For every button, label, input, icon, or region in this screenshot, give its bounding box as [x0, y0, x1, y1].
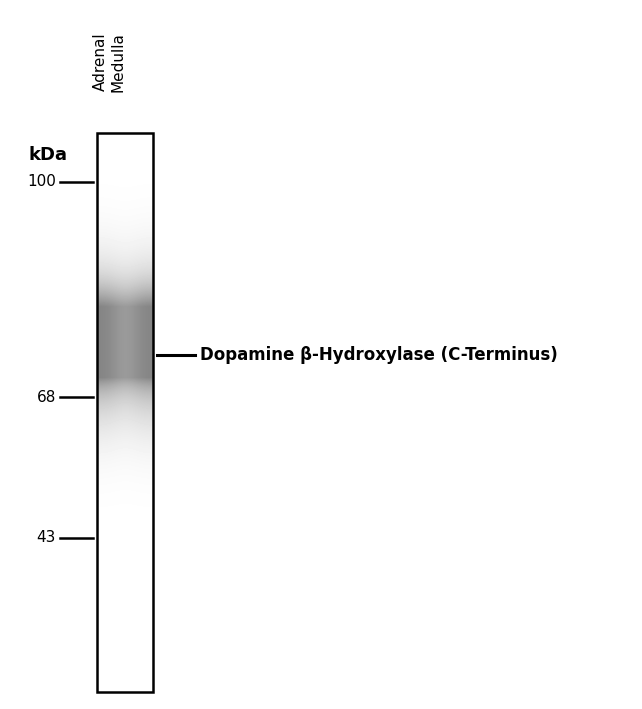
Text: 100: 100 — [27, 174, 56, 189]
Bar — [97, 133, 153, 692]
Text: Adrenal
Medulla: Adrenal Medulla — [92, 32, 125, 92]
Bar — [97, 133, 153, 692]
Text: 43: 43 — [37, 530, 56, 545]
Text: Dopamine β-Hydroxylase (C-Terminus): Dopamine β-Hydroxylase (C-Terminus) — [200, 346, 558, 364]
Text: 68: 68 — [37, 389, 56, 405]
Text: kDa: kDa — [28, 146, 67, 164]
